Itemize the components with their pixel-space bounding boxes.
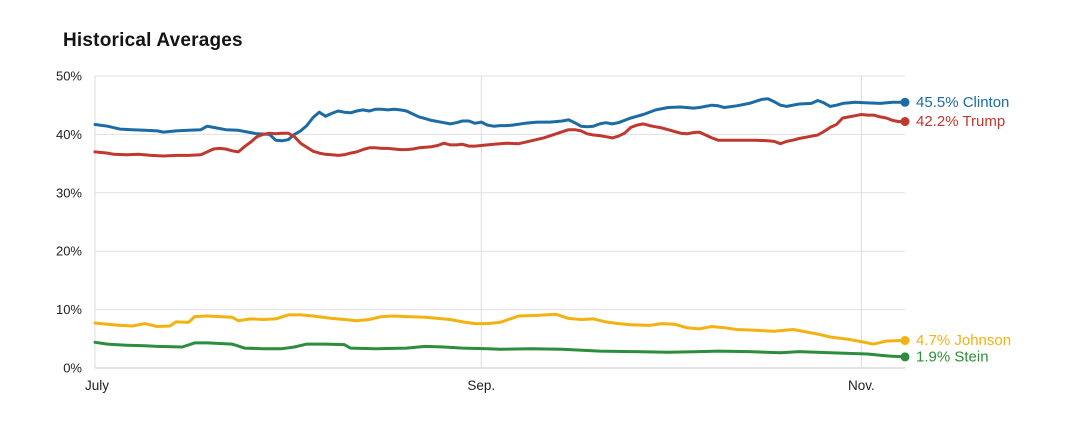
x-tick-label-july: July <box>85 378 109 393</box>
y-tick-label-40: 40% <box>56 127 82 142</box>
series-end-dot-johnson <box>900 336 910 346</box>
y-tick-label-0: 0% <box>63 361 82 376</box>
y-tick-label-10: 10% <box>56 302 82 317</box>
y-tick-label-30: 30% <box>56 185 82 200</box>
y-tick-label-20: 20% <box>56 244 82 259</box>
series-end-label-clinton: 45.5% Clinton <box>916 94 1009 111</box>
series-end-label-johnson: 4.7% Johnson <box>916 332 1011 349</box>
chart-title: Historical Averages <box>63 30 243 51</box>
series-end-label-trump: 42.2% Trump <box>916 113 1005 130</box>
series-line-trump <box>93 113 907 158</box>
series-line-stein <box>93 340 907 359</box>
series-end-dot-stein <box>900 352 910 362</box>
y-tick-label-50: 50% <box>56 69 82 84</box>
series-end-label-stein: 1.9% Stein <box>916 348 989 365</box>
x-tick-label-sep: Sep. <box>467 378 495 393</box>
series-end-dot-trump <box>900 117 910 127</box>
x-tick-label-nov: Nov. <box>848 378 875 393</box>
series-line-johnson <box>93 312 907 346</box>
series-end-dot-clinton <box>900 97 910 107</box>
